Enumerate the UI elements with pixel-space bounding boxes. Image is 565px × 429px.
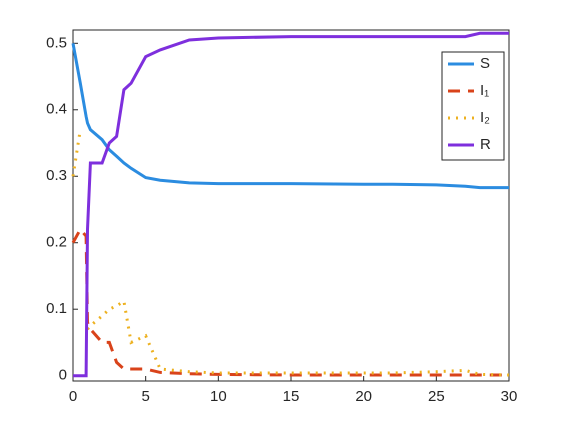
y-tick-label: 0.3	[46, 167, 67, 184]
legend-box	[441, 51, 505, 161]
y-tick-label: 0	[59, 367, 67, 384]
series-line	[71, 43, 509, 190]
legend-label: I₁	[480, 82, 489, 99]
legend-label: S	[480, 55, 490, 72]
series-line	[71, 226, 509, 377]
x-tick-label: 5	[141, 388, 149, 405]
y-tick-label: 0.2	[46, 234, 67, 251]
x-tick-label: 30	[501, 388, 518, 405]
x-tick-label: 0	[69, 388, 77, 405]
plot-box	[72, 29, 510, 382]
y-tick-label: 0.5	[46, 34, 67, 51]
x-tick-label: 15	[283, 388, 300, 405]
x-tick-label: 10	[210, 388, 227, 405]
y-tick-label: 0.1	[46, 300, 67, 317]
x-tick-label: 25	[428, 388, 445, 405]
legend-label: I₂	[480, 109, 490, 126]
y-tick-label: 0.4	[46, 101, 67, 118]
series-line	[73, 31, 509, 378]
x-tick-label: 20	[355, 388, 372, 405]
legend-label: R	[480, 136, 491, 153]
